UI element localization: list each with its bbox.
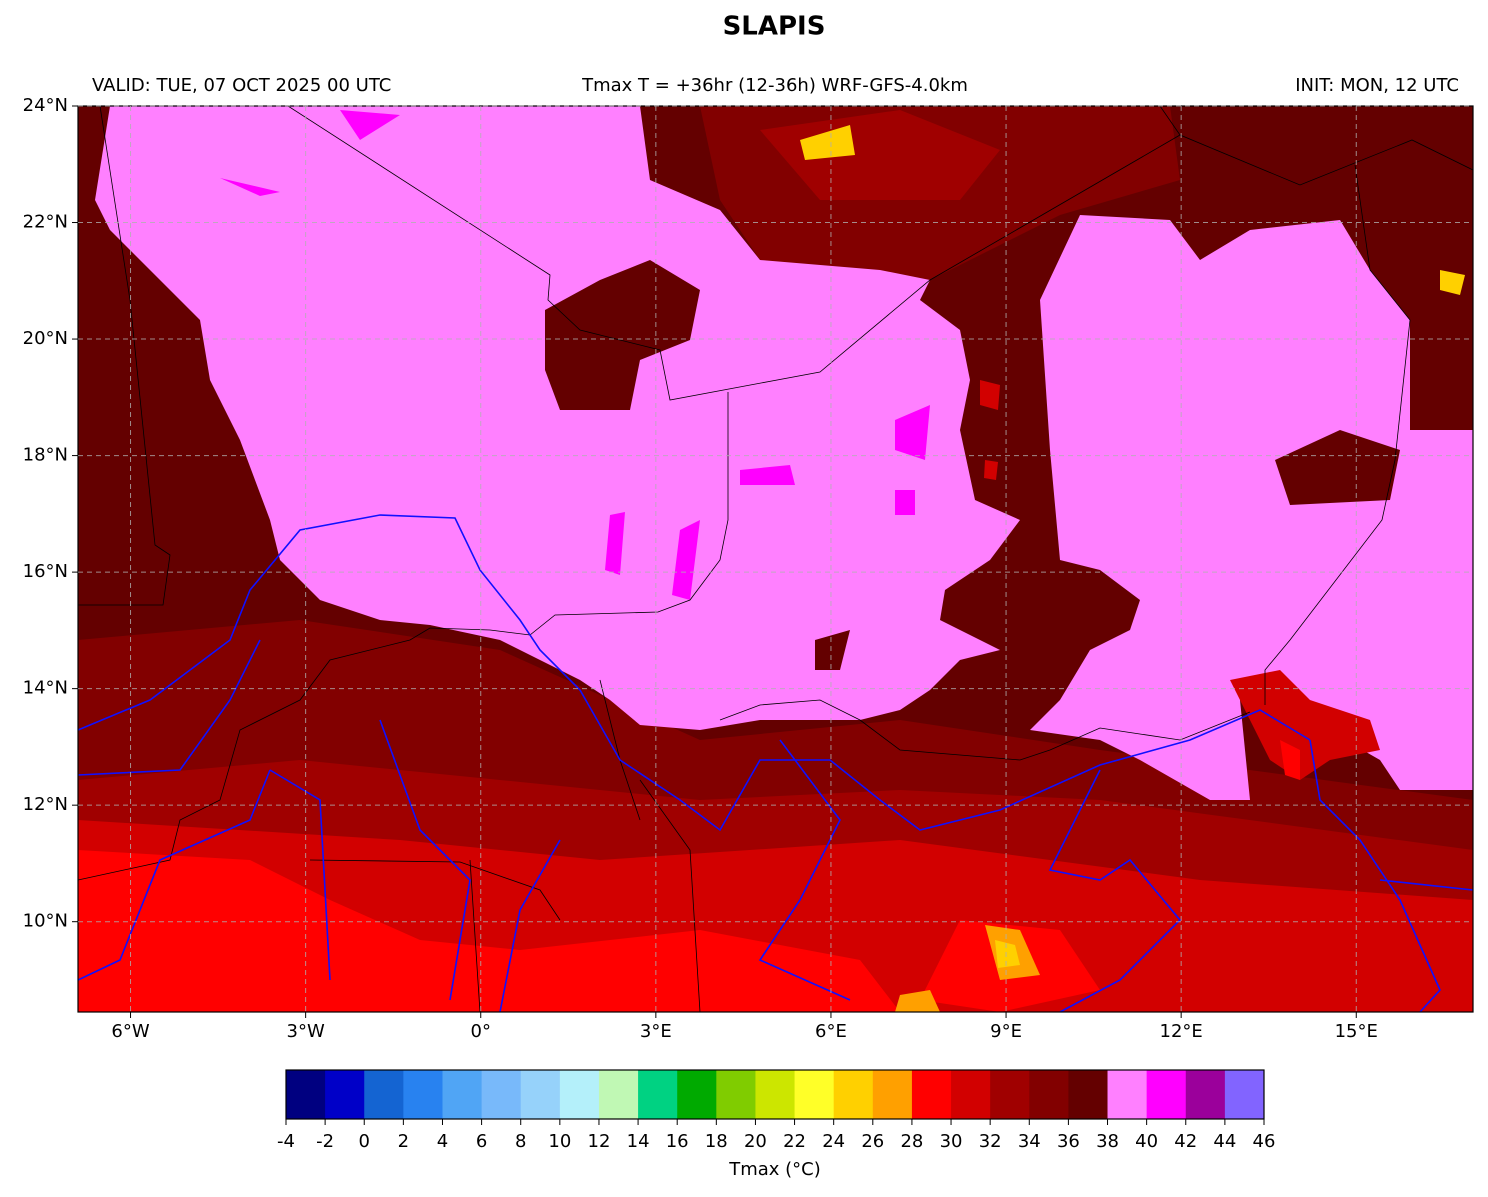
colorbar-bin	[520, 1070, 561, 1119]
colorbar-bin	[911, 1070, 952, 1119]
colorbar-bin	[286, 1070, 326, 1119]
colorbar-tick-label: 32	[979, 1131, 1002, 1152]
colorbar-tick-label: 44	[1213, 1131, 1236, 1152]
colorbar-tick-label: 8	[515, 1131, 526, 1152]
colorbar-tick-label: 18	[705, 1131, 728, 1152]
forecast-info: Tmax T = +36hr (12-36h) WRF-GFS-4.0km	[581, 75, 968, 96]
colorbar-bin	[1107, 1070, 1148, 1119]
x-tick-label: 12°E	[1160, 1021, 1203, 1042]
x-tick-label: 9°E	[990, 1021, 1022, 1042]
x-tick-label: 0°	[471, 1021, 491, 1042]
colorbar-tick-label: 16	[666, 1131, 689, 1152]
colorbar-tick-label: 36	[1057, 1131, 1080, 1152]
colorbar-tick-label: 4	[437, 1131, 448, 1152]
y-tick-label: 18°N	[23, 445, 68, 466]
y-tick-label: 22°N	[23, 212, 68, 233]
colorbar-bin	[677, 1070, 717, 1119]
colorbar-bin	[755, 1070, 796, 1119]
colorbar-label: Tmax (°C)	[728, 1159, 821, 1180]
y-tick-label: 14°N	[23, 678, 68, 699]
init-time: INIT: MON, 12 UTC	[1295, 75, 1459, 96]
colorbar-bin	[559, 1070, 600, 1119]
colorbar-bin	[442, 1070, 483, 1119]
x-tick-label: 6°W	[111, 1021, 149, 1042]
colorbar-tick-label: 10	[548, 1131, 571, 1152]
colorbar-tick-label: 12	[588, 1131, 611, 1152]
colorbar-frame	[285, 1069, 1265, 1120]
colorbar-bin	[1068, 1070, 1109, 1119]
colorbar-tick-label: 38	[1096, 1131, 1119, 1152]
colorbar-tick-label: 22	[783, 1131, 806, 1152]
colorbar-tick-label: 46	[1253, 1131, 1276, 1152]
y-tick-label: 16°N	[23, 561, 68, 582]
colorbar-bin	[872, 1070, 913, 1119]
colorbar-tick-label: 20	[744, 1131, 767, 1152]
colorbar-tick-label: 14	[627, 1131, 650, 1152]
colorbar-tick-label: 34	[1018, 1131, 1041, 1152]
y-tick-label: 20°N	[23, 328, 68, 349]
valid-time: VALID: TUE, 07 OCT 2025 00 UTC	[92, 75, 391, 96]
colorbar-tick-label: 28	[900, 1131, 923, 1152]
temperature-field	[78, 106, 1473, 1012]
colorbar-tick-label: 6	[476, 1131, 487, 1152]
colorbar-tick-label: 42	[1174, 1131, 1197, 1152]
colorbar-bin	[990, 1070, 1030, 1119]
x-tick-label: 3°W	[287, 1021, 325, 1042]
colorbar-tick-label: 40	[1135, 1131, 1158, 1152]
y-tick-label: 12°N	[23, 794, 68, 815]
colorbar-tick-label: 30	[940, 1131, 963, 1152]
colorbar-tick-label: 0	[359, 1131, 370, 1152]
colorbar-bin	[403, 1070, 443, 1119]
colorbar-tick-label: -4	[277, 1131, 295, 1152]
colorbar-tick-label: -2	[316, 1131, 334, 1152]
colorbar-bin	[794, 1070, 835, 1119]
colorbar-bin	[951, 1070, 991, 1119]
colorbar-bin	[1224, 1070, 1265, 1119]
colorbar-tick-label: 24	[822, 1131, 845, 1152]
x-tick-label: 15°E	[1335, 1021, 1378, 1042]
colorbar-bin	[638, 1070, 678, 1119]
x-tick-label: 3°E	[640, 1021, 672, 1042]
colorbar-tick-label: 26	[861, 1131, 884, 1152]
colorbar-bin	[1029, 1070, 1069, 1119]
colorbar-bin	[364, 1070, 404, 1119]
colorbar-bin	[716, 1070, 756, 1119]
colorbar-tick-label: 2	[398, 1131, 409, 1152]
colorbar-bin	[833, 1070, 874, 1119]
colorbar-bin	[598, 1070, 639, 1119]
colorbar-bin	[481, 1070, 522, 1119]
colorbar-bin	[1146, 1070, 1187, 1119]
title: SLAPIS	[723, 12, 826, 42]
colorbar-bin	[1185, 1070, 1226, 1119]
colorbar-bin	[325, 1070, 365, 1119]
x-tick-label: 6°E	[815, 1021, 847, 1042]
y-tick-label: 10°N	[23, 911, 68, 932]
y-tick-label: 24°N	[23, 95, 68, 116]
